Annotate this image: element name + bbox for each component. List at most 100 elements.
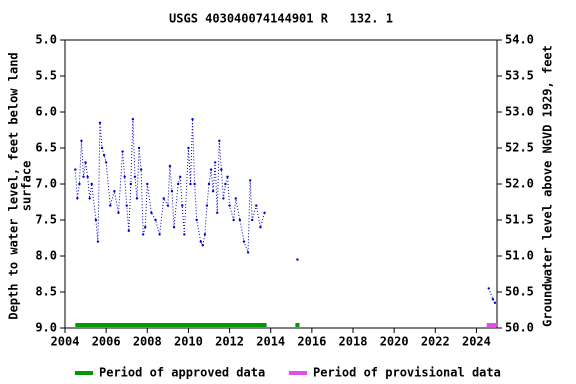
x-tick-label: 2024 bbox=[462, 335, 491, 349]
y-axis-label: Depth to water level, feet below land bbox=[7, 52, 21, 319]
data-point bbox=[76, 197, 79, 200]
data-point bbox=[150, 211, 153, 214]
data-point bbox=[125, 204, 128, 207]
data-point bbox=[109, 204, 112, 207]
data-point bbox=[220, 168, 223, 171]
data-point bbox=[181, 204, 184, 207]
data-point bbox=[146, 182, 149, 186]
data-point bbox=[104, 161, 108, 164]
data-point bbox=[162, 197, 165, 200]
data-point bbox=[168, 164, 172, 168]
data-point bbox=[201, 244, 205, 247]
data-line bbox=[74, 119, 496, 304]
y2-axis-label: Groundwater level above NGVD 1929, feet bbox=[541, 45, 555, 327]
data-point bbox=[246, 251, 250, 254]
data-point bbox=[259, 226, 262, 229]
legend-label: Period of provisional data bbox=[313, 366, 501, 380]
data-point bbox=[139, 168, 143, 171]
y-tick-label: 6.0 bbox=[35, 105, 57, 119]
data-point bbox=[296, 258, 299, 261]
y-tick-label: 7.0 bbox=[35, 177, 57, 191]
y-tick-label: 7.5 bbox=[35, 213, 57, 227]
data-point bbox=[491, 298, 495, 301]
y-tick-label: 9.0 bbox=[35, 321, 57, 335]
x-tick-label: 2020 bbox=[380, 335, 409, 349]
x-tick-label: 2014 bbox=[256, 335, 285, 349]
data-point bbox=[234, 197, 237, 200]
data-point bbox=[216, 211, 219, 214]
data-point bbox=[487, 287, 490, 290]
data-point bbox=[255, 204, 258, 207]
data-point bbox=[187, 146, 190, 150]
x-tick-label: 2012 bbox=[215, 335, 244, 349]
y2-tick-label: 54.0 bbox=[505, 33, 534, 47]
data-point bbox=[211, 190, 215, 193]
data-point bbox=[117, 211, 120, 214]
data-point bbox=[213, 161, 217, 164]
x-tick-label: 2006 bbox=[92, 335, 121, 349]
data-point bbox=[88, 197, 91, 200]
data-point bbox=[248, 179, 252, 182]
data-point bbox=[144, 226, 147, 229]
x-tick-label: 2018 bbox=[339, 335, 368, 349]
data-point bbox=[98, 121, 102, 125]
period-bar bbox=[295, 323, 300, 327]
data-point bbox=[195, 218, 198, 222]
y-axis-label: surface bbox=[20, 161, 34, 212]
y2-tick-label: 50.5 bbox=[505, 285, 534, 299]
data-point bbox=[133, 175, 137, 178]
data-point bbox=[158, 233, 161, 236]
legend-label: Period of approved data bbox=[99, 366, 265, 380]
data-point bbox=[207, 182, 211, 186]
y2-tick-label: 53.5 bbox=[505, 69, 534, 83]
data-point bbox=[131, 118, 135, 121]
data-point bbox=[205, 204, 209, 207]
y2-tick-label: 52.0 bbox=[505, 177, 534, 191]
data-point bbox=[86, 175, 89, 178]
data-point bbox=[232, 218, 235, 222]
x-tick-label: 2016 bbox=[297, 335, 326, 349]
data-point bbox=[203, 233, 207, 236]
data-point bbox=[191, 118, 194, 121]
y2-tick-label: 52.5 bbox=[505, 141, 534, 155]
data-point bbox=[74, 168, 77, 171]
data-point bbox=[100, 146, 104, 150]
data-point bbox=[226, 175, 229, 178]
data-point bbox=[493, 301, 497, 304]
data-point bbox=[218, 139, 221, 142]
data-point bbox=[84, 161, 87, 164]
data-point bbox=[222, 197, 225, 200]
data-point bbox=[209, 168, 213, 171]
data-point bbox=[224, 182, 227, 186]
data-point bbox=[80, 139, 83, 142]
data-point bbox=[170, 190, 174, 193]
y2-tick-label: 50.0 bbox=[505, 321, 534, 335]
data-point bbox=[82, 175, 85, 178]
data-point bbox=[90, 182, 93, 186]
data-point bbox=[263, 211, 266, 214]
data-point bbox=[189, 182, 192, 186]
data-point bbox=[179, 175, 182, 178]
data-point bbox=[238, 218, 242, 222]
y-tick-label: 6.5 bbox=[35, 141, 57, 155]
x-tick-label: 2022 bbox=[421, 335, 450, 349]
chart-title: USGS 403040074144901 R 132. 1 bbox=[169, 12, 393, 26]
data-point bbox=[154, 218, 157, 222]
data-point bbox=[228, 204, 231, 207]
y2-tick-label: 51.0 bbox=[505, 249, 534, 263]
data-point bbox=[78, 182, 81, 186]
data-point bbox=[127, 229, 130, 232]
data-point bbox=[176, 182, 180, 186]
data-point bbox=[193, 182, 196, 186]
data-point bbox=[129, 182, 133, 186]
data-point bbox=[199, 240, 202, 243]
y2-tick-label: 51.5 bbox=[505, 213, 534, 227]
x-tick-label: 2004 bbox=[51, 335, 80, 349]
data-point bbox=[121, 150, 124, 153]
data-point bbox=[251, 218, 254, 222]
data-point bbox=[141, 233, 145, 236]
data-point bbox=[113, 190, 116, 193]
data-point bbox=[137, 146, 141, 150]
